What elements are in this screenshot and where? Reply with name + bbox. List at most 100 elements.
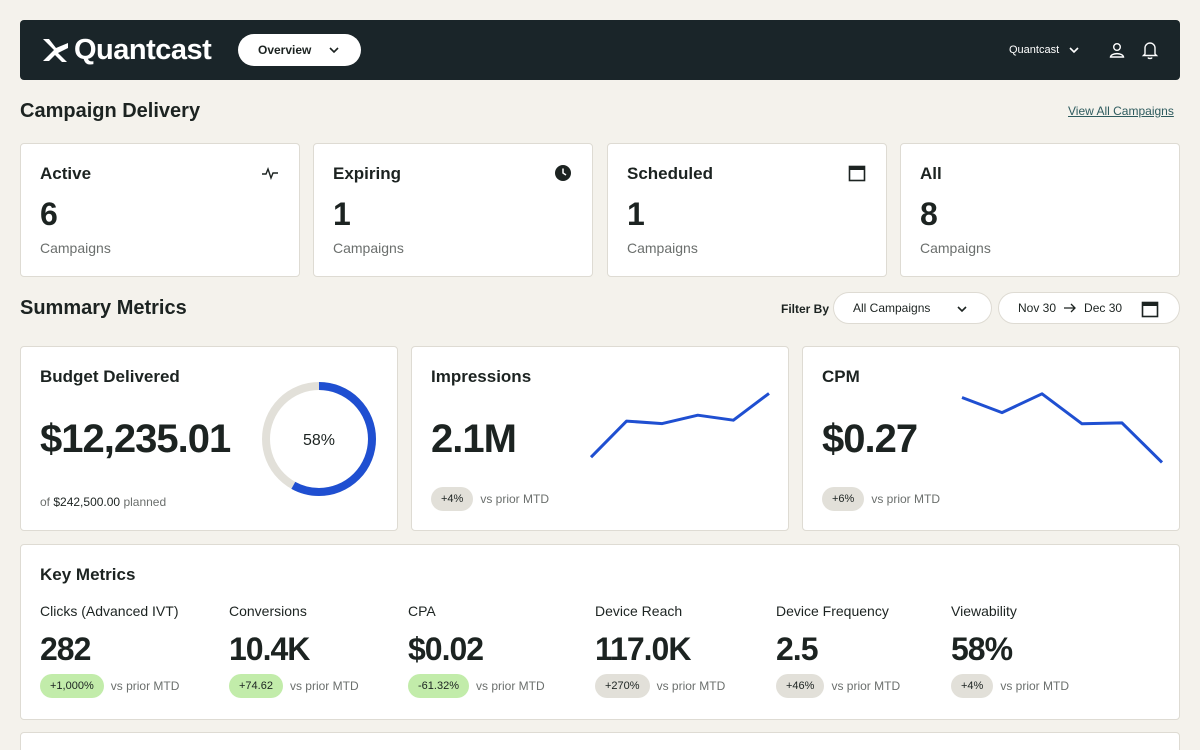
comparison-label: vs prior MTD [656, 679, 726, 693]
view-all-campaigns-link[interactable]: View All Campaigns [1068, 104, 1174, 118]
change-badge: +4% [431, 487, 474, 511]
calendar-icon [1141, 301, 1159, 318]
summary-metrics-title: Summary Metrics [20, 297, 187, 319]
comparison-label: vs prior MTD [1000, 679, 1069, 693]
user-icon[interactable] [1108, 41, 1126, 59]
metric-device-reach: Device Reach 117.0K +270% vs prior MTD [595, 603, 725, 698]
key-metrics-card: Key Metrics Clicks (Advanced IVT) 282 +1… [20, 544, 1180, 720]
budget-delivered-card: Budget Delivered $12,235.01 of $242,500.… [20, 346, 398, 531]
change-badge: +4% [951, 674, 994, 698]
campaign-count: 6 [40, 196, 58, 232]
comparison-label: vs prior MTD [831, 679, 901, 693]
chevron-down-icon [329, 47, 339, 54]
card-title: All [920, 164, 942, 183]
metric-value: $0.02 [408, 631, 484, 667]
metric-cpa: CPA $0.02 -61.32% vs prior MTD [408, 603, 545, 698]
change-badge: +6% [822, 487, 865, 511]
cpm-trend-line [961, 392, 1164, 464]
filter-value: All Campaigns [853, 301, 931, 315]
metric-label: Device Reach [595, 603, 683, 619]
card-title: Impressions [431, 367, 532, 386]
change-badge: +270% [595, 674, 650, 698]
campaign-count: 1 [333, 196, 351, 232]
date-range-picker[interactable]: Nov 30 Dec 30 [998, 292, 1180, 324]
change-badge: +46% [776, 674, 825, 698]
metric-value: 10.4K [229, 631, 310, 667]
view-selector-dropdown[interactable]: Overview [238, 34, 361, 66]
metric-label: Device Frequency [776, 603, 889, 619]
metric-comparison: -61.32% vs prior MTD [408, 674, 545, 698]
impressions-value: 2.1M [431, 417, 517, 461]
metric-value: 58% [951, 631, 1013, 667]
budget-donut-chart: 58% [262, 382, 376, 496]
bell-icon[interactable] [1141, 40, 1159, 60]
change-badge: +1,000% [40, 674, 104, 698]
card-title: Active [40, 164, 92, 183]
cpm-card: CPM $0.27 +6% vs prior MTD [802, 346, 1180, 531]
donut-percent-label: 58% [303, 432, 335, 449]
comparison-label: vs prior MTD [475, 679, 545, 693]
calendar-icon [848, 165, 866, 182]
metric-comparison: +46% vs prior MTD [776, 674, 900, 698]
account-name: Quantcast [1009, 44, 1060, 56]
card-title: Scheduled [627, 164, 713, 183]
metric-comparison: +4% vs prior MTD [951, 674, 1069, 698]
planned-prefix: of [40, 495, 51, 509]
date-start: Nov 30 [1018, 301, 1057, 315]
card-title: CPM [822, 367, 860, 386]
planned-suffix: planned [123, 495, 167, 509]
view-selector-label: Overview [258, 43, 312, 57]
top-navigation-bar: Quantcast Overview Quantcast [20, 20, 1180, 80]
impressions-sparkline [589, 392, 770, 459]
campaign-count: 8 [920, 196, 938, 232]
change-badge: +74.62 [229, 674, 283, 698]
cpm-sparkline [961, 392, 1164, 464]
metric-label: Clicks (Advanced IVT) [40, 603, 179, 619]
planned-amount: $242,500.00 [53, 495, 121, 509]
impressions-comparison: +4% vs prior MTD [431, 487, 549, 511]
card-title: Budget Delivered [40, 367, 180, 386]
arrow-right-icon [1064, 303, 1076, 313]
filter-label: Filter By [781, 302, 830, 316]
metric-comparison: +1,000% vs prior MTD [40, 674, 179, 698]
impressions-card: Impressions 2.1M +4% vs prior MTD [411, 346, 789, 531]
metric-comparison: +74.62 vs prior MTD [229, 674, 359, 698]
key-metrics-title: Key Metrics [40, 565, 136, 584]
metric-value: 117.0K [595, 631, 691, 667]
chevron-down-icon [1069, 47, 1079, 54]
comparison-label: vs prior MTD [110, 679, 180, 693]
comparison-label: vs prior MTD [480, 492, 549, 506]
metric-clicks: Clicks (Advanced IVT) 282 +1,000% vs pri… [40, 603, 179, 698]
quantcast-logo[interactable]: Quantcast [40, 34, 212, 66]
card-subtitle: Campaigns [627, 240, 698, 256]
metric-conversions: Conversions 10.4K +74.62 vs prior MTD [229, 603, 359, 698]
cpm-comparison: +6% vs prior MTD [822, 487, 940, 511]
budget-delivered-value: $12,235.01 [40, 417, 231, 461]
chevron-down-icon [957, 306, 967, 313]
account-selector[interactable]: Quantcast [1009, 40, 1081, 60]
expiring-campaigns-card[interactable]: Expiring 1 Campaigns [313, 143, 593, 277]
metric-label: CPA [408, 603, 436, 619]
date-end: Dec 30 [1084, 301, 1123, 315]
campaign-delivery-title: Campaign Delivery [20, 100, 201, 122]
logo-icon [43, 39, 68, 62]
comparison-label: vs prior MTD [289, 679, 359, 693]
metric-label: Viewability [951, 603, 1017, 619]
impressions-trend-line [589, 392, 770, 459]
campaign-filter-dropdown[interactable]: All Campaigns [833, 292, 992, 324]
metric-value: 2.5 [776, 631, 818, 667]
budget-planned: of $242,500.00 planned [40, 495, 166, 509]
scheduled-campaigns-card[interactable]: Scheduled 1 Campaigns [607, 143, 887, 277]
metric-comparison: +270% vs prior MTD [595, 674, 725, 698]
activity-icon [262, 166, 278, 181]
metric-viewability: Viewability 58% +4% vs prior MTD [951, 603, 1069, 698]
next-section-card [20, 732, 1180, 750]
metric-device-frequency: Device Frequency 2.5 +46% vs prior MTD [776, 603, 900, 698]
card-subtitle: Campaigns [920, 240, 991, 256]
campaign-count: 1 [627, 196, 645, 232]
active-campaigns-card[interactable]: Active 6 Campaigns [20, 143, 300, 277]
metric-label: Conversions [229, 603, 307, 619]
all-campaigns-card[interactable]: All 8 Campaigns [900, 143, 1180, 277]
clock-icon [555, 165, 571, 181]
comparison-label: vs prior MTD [871, 492, 940, 506]
